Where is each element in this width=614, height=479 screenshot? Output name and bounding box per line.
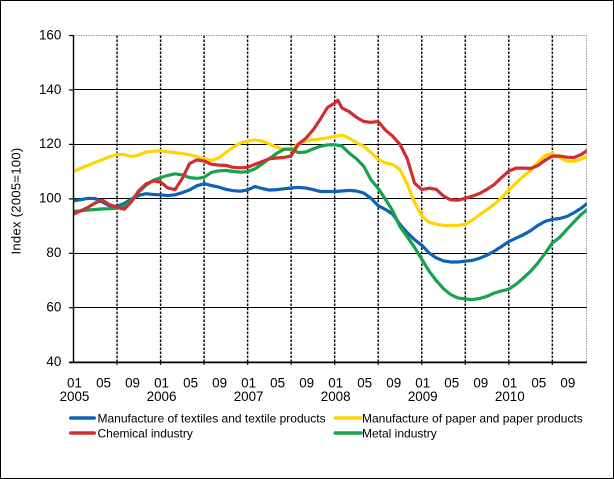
svg-text:80: 80 xyxy=(46,245,61,260)
svg-text:2010: 2010 xyxy=(495,389,525,404)
svg-text:140: 140 xyxy=(39,82,61,97)
svg-text:120: 120 xyxy=(39,136,61,151)
svg-text:2006: 2006 xyxy=(147,389,177,404)
svg-text:09: 09 xyxy=(386,375,401,390)
svg-text:Index (2005=100): Index (2005=100) xyxy=(9,147,24,254)
svg-text:01: 01 xyxy=(328,375,343,390)
svg-text:Manufacture of paper and paper: Manufacture of paper and paper products xyxy=(362,411,583,425)
svg-text:01: 01 xyxy=(154,375,169,390)
svg-text:01: 01 xyxy=(502,375,517,390)
svg-text:Chemical industry: Chemical industry xyxy=(98,426,193,440)
svg-text:2007: 2007 xyxy=(234,389,264,404)
svg-text:09: 09 xyxy=(299,375,314,390)
svg-text:05: 05 xyxy=(357,375,372,390)
svg-text:160: 160 xyxy=(39,27,61,42)
svg-text:2009: 2009 xyxy=(408,389,438,404)
svg-text:05: 05 xyxy=(444,375,459,390)
svg-text:05: 05 xyxy=(270,375,285,390)
svg-text:09: 09 xyxy=(473,375,488,390)
svg-text:09: 09 xyxy=(560,375,575,390)
svg-text:2008: 2008 xyxy=(321,389,351,404)
svg-text:Manufacture of textiles and te: Manufacture of textiles and textile prod… xyxy=(98,411,326,425)
svg-text:40: 40 xyxy=(46,354,61,369)
svg-text:01: 01 xyxy=(415,375,430,390)
svg-text:2005: 2005 xyxy=(60,389,90,404)
svg-text:09: 09 xyxy=(212,375,227,390)
svg-text:60: 60 xyxy=(46,300,61,315)
svg-text:01: 01 xyxy=(241,375,256,390)
svg-text:05: 05 xyxy=(96,375,111,390)
svg-text:05: 05 xyxy=(531,375,546,390)
svg-text:Metal industry: Metal industry xyxy=(362,426,437,440)
svg-text:05: 05 xyxy=(183,375,198,390)
svg-text:01: 01 xyxy=(67,375,82,390)
svg-text:100: 100 xyxy=(39,191,61,206)
svg-text:09: 09 xyxy=(125,375,140,390)
